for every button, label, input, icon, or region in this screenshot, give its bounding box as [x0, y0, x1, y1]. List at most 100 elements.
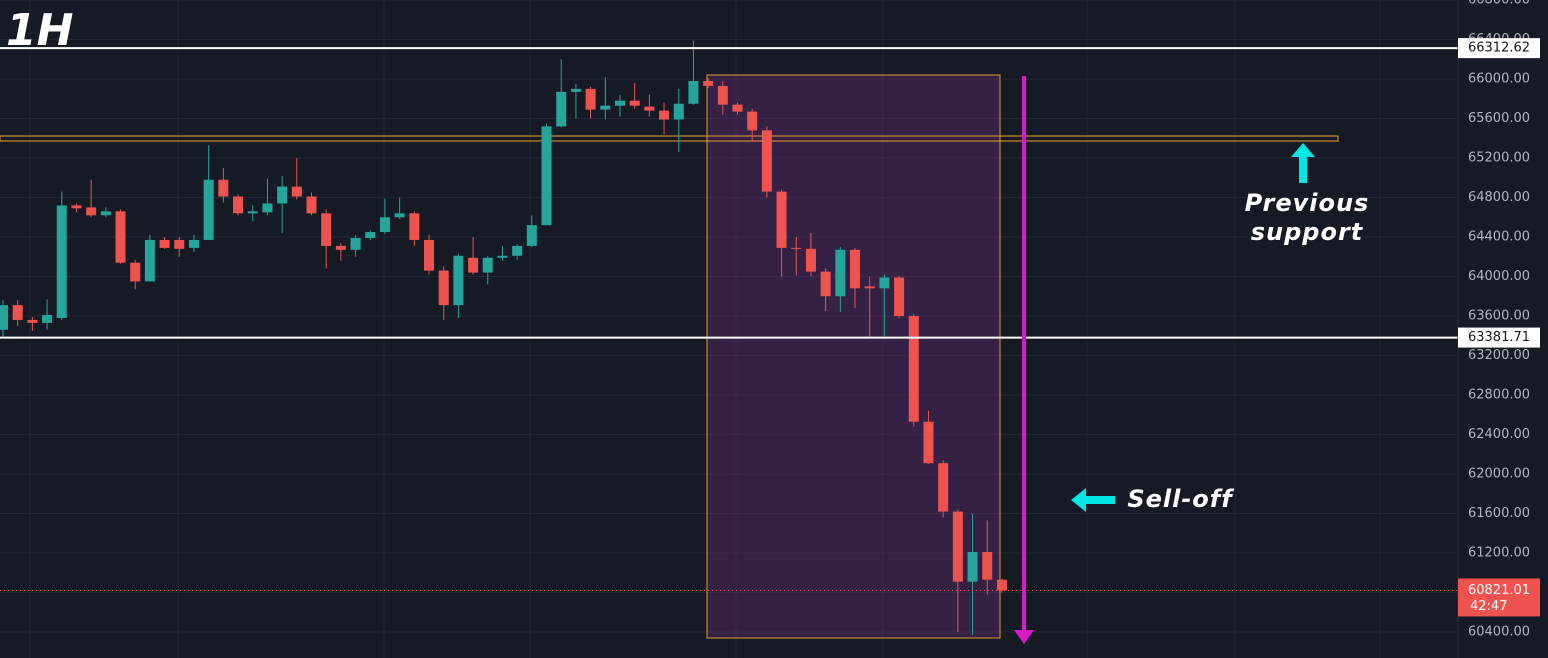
- candle-body: [71, 205, 82, 209]
- candle-body: [262, 203, 273, 213]
- candle-body: [130, 262, 141, 282]
- last-price-label: 60821.01: [1468, 583, 1530, 598]
- candle-body: [203, 179, 214, 240]
- countdown-label: 42:47: [1470, 599, 1507, 614]
- candle-body: [879, 277, 890, 289]
- y-tick-label: 61600.00: [1468, 506, 1530, 521]
- y-tick-label: 62800.00: [1468, 388, 1530, 403]
- price-label: 66312.62: [1468, 41, 1530, 56]
- candle-body: [409, 213, 420, 240]
- candle-body: [644, 106, 655, 111]
- y-tick-label: 65600.00: [1468, 111, 1530, 126]
- candle-body: [894, 277, 905, 317]
- candle-body: [144, 239, 155, 282]
- candle-body: [805, 248, 816, 272]
- candle-body: [291, 186, 302, 197]
- candle-body: [585, 88, 596, 110]
- support-zone: [0, 135, 1339, 142]
- sell-off-arrow-head: [1014, 630, 1034, 644]
- candle-body: [453, 255, 464, 306]
- y-tick-label: 63200.00: [1468, 348, 1530, 363]
- candle-body: [938, 463, 949, 512]
- y-tick-label: 61200.00: [1468, 546, 1530, 561]
- candle-body: [688, 80, 699, 104]
- candle-body: [482, 257, 493, 273]
- sell-off-box: [706, 74, 1001, 639]
- candle-body: [321, 213, 332, 246]
- candle-body: [717, 85, 728, 105]
- candle-body: [835, 249, 846, 297]
- candle-body: [306, 196, 317, 214]
- candle-body: [365, 232, 376, 238]
- candle-body: [526, 225, 537, 246]
- price-label: 63381.71: [1468, 330, 1530, 345]
- candle-body: [100, 211, 111, 216]
- candle-body: [277, 186, 288, 204]
- candle-body: [27, 319, 38, 323]
- candle-body: [761, 130, 772, 192]
- candle-body: [556, 91, 567, 127]
- candle-body: [864, 286, 875, 289]
- candle-body: [703, 80, 714, 86]
- candle-body: [438, 270, 449, 306]
- candle-body: [600, 105, 611, 110]
- candle-body: [159, 239, 170, 248]
- candle-body: [659, 110, 670, 120]
- last-price-box: [1458, 578, 1540, 617]
- candle-body: [923, 421, 934, 464]
- candle-body: [512, 245, 523, 256]
- candle-body: [820, 271, 831, 297]
- y-tick-label: 64000.00: [1468, 269, 1530, 284]
- annotation: Previous support: [1244, 189, 1370, 246]
- candle-body: [115, 211, 126, 263]
- candle-body: [12, 305, 23, 320]
- candle-body: [908, 316, 919, 422]
- candle-body: [218, 179, 229, 197]
- support-arrow: [1291, 143, 1315, 183]
- y-tick-label: 62000.00: [1468, 467, 1530, 482]
- price-label-box: [1458, 38, 1540, 59]
- chart-title: 1H: [6, 5, 74, 56]
- candle-body: [233, 196, 244, 214]
- candle-body: [0, 305, 8, 330]
- candle-body: [982, 552, 993, 580]
- y-tick-label: 66000.00: [1468, 72, 1530, 87]
- candle-body: [614, 100, 625, 106]
- candle-body: [174, 239, 185, 249]
- candle-body: [56, 205, 67, 318]
- sell-off-pointer: [1071, 488, 1115, 512]
- candle-body: [424, 239, 435, 271]
- candle-body: [86, 207, 97, 216]
- candle-body: [570, 88, 581, 92]
- y-tick-label: 65200.00: [1468, 151, 1530, 166]
- candle-body: [791, 247, 802, 249]
- candle-body: [468, 257, 479, 273]
- vertical-grid: [29, 0, 1381, 658]
- annotation: Sell-off: [1127, 485, 1233, 513]
- candle-body: [247, 211, 258, 214]
- y-tick-label: 62400.00: [1468, 427, 1530, 442]
- y-tick-label: 64400.00: [1468, 230, 1530, 245]
- y-tick-label: 60400.00: [1468, 625, 1530, 640]
- y-tick-label: 63600.00: [1468, 309, 1530, 324]
- candle-body: [394, 213, 405, 218]
- candle-body: [350, 237, 361, 250]
- candle-body: [967, 552, 978, 582]
- price-label-box: [1458, 327, 1540, 348]
- y-tick-label: 66800.00: [1468, 0, 1530, 8]
- candle-body: [629, 100, 640, 106]
- candle-body: [335, 245, 346, 250]
- candle-body: [747, 111, 758, 131]
- candle-body: [42, 315, 53, 323]
- candle-body: [673, 103, 684, 120]
- y-tick-label: 64800.00: [1468, 190, 1530, 205]
- candle-body: [996, 579, 1007, 591]
- candle-body: [732, 104, 743, 112]
- candle-body: [850, 249, 861, 289]
- candle-body: [952, 511, 963, 582]
- candle-body: [379, 217, 390, 233]
- candle-body: [188, 239, 199, 248]
- candle-body: [497, 255, 508, 258]
